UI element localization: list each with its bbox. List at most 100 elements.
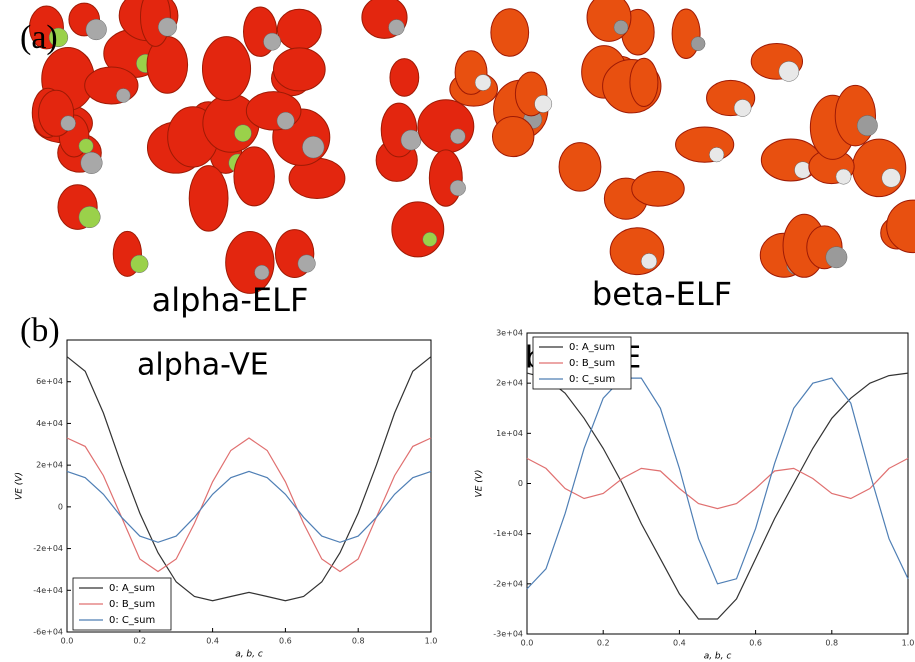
legend-label: 0: A_sum (569, 342, 615, 353)
elf-lobe (587, 0, 631, 41)
y-tick-label: 6e+04 (36, 377, 63, 386)
elf-lobe (85, 67, 138, 104)
atom (734, 99, 751, 116)
atom (475, 75, 491, 91)
atom (691, 37, 705, 51)
y-tick-label: -4e+04 (33, 586, 63, 595)
atom (779, 61, 799, 81)
atom (61, 116, 76, 131)
atom (116, 88, 130, 102)
atom (857, 115, 877, 135)
x-tick-label: 0.8 (352, 637, 365, 646)
atom (158, 18, 176, 36)
x-tick-label: 0.8 (825, 639, 838, 648)
elf-lobe (390, 59, 419, 97)
atom (263, 33, 280, 50)
y-axis-label: VE (V) (15, 472, 25, 500)
x-tick-label: 1.0 (425, 637, 438, 646)
chart-title: alpha-VE (137, 348, 269, 383)
series-line (67, 357, 431, 601)
y-tick-label: -1e+04 (493, 529, 523, 538)
x-tick-label: 0.4 (206, 637, 219, 646)
image-caption: alpha-ELF (152, 281, 309, 319)
panel-label: (b) (20, 312, 60, 349)
elf-images (29, 0, 915, 293)
legend-label: 0: C_sum (569, 374, 615, 385)
atom (277, 112, 294, 129)
y-tick-label: 2e+04 (36, 461, 63, 470)
y-tick-label: -6e+04 (33, 628, 63, 637)
y-tick-label: 0 (518, 479, 523, 488)
elf-lobe (273, 48, 325, 91)
atom (401, 130, 421, 150)
elf-lobe (234, 147, 275, 206)
y-axis-label: VE (V) (475, 470, 485, 498)
atom (826, 247, 847, 268)
figure: (a) (b) alpha-ELF beta-ELF -6e+04 -4e+04 -… (0, 0, 915, 662)
y-tick-label: 0 (58, 502, 63, 511)
panel-label: (a) (20, 19, 58, 56)
atom (235, 125, 252, 142)
y-tick-label: -3e+04 (493, 630, 523, 639)
atom (298, 255, 316, 273)
atom (450, 129, 465, 144)
elf-lobe (189, 166, 228, 231)
atom (882, 169, 901, 188)
series-line (67, 471, 431, 542)
atom (641, 253, 657, 269)
series-line (527, 458, 908, 508)
atom (535, 95, 552, 112)
atom (302, 136, 324, 158)
atom (614, 20, 628, 34)
x-tick-label: 0.2 (133, 637, 146, 646)
y-tick-label: 3e+04 (496, 329, 523, 338)
atom (86, 19, 107, 40)
x-axis-label: a, b, c (235, 650, 263, 660)
atom (450, 180, 466, 196)
atom (709, 147, 724, 162)
elf-lobe (559, 143, 601, 192)
image-caption: beta-ELF (592, 275, 732, 313)
elf-lobe (672, 9, 700, 59)
x-tick-label: 0.6 (279, 637, 292, 646)
atom (79, 139, 94, 154)
elf-lobe (492, 117, 533, 157)
x-tick-label: 0.0 (521, 639, 534, 648)
atom (79, 206, 100, 227)
series-line (67, 438, 431, 572)
atom (389, 19, 405, 35)
atom (81, 152, 103, 174)
series-line (527, 373, 908, 619)
y-tick-label: 2e+04 (496, 379, 523, 388)
y-tick-label: -2e+04 (493, 579, 523, 588)
x-tick-label: 1.0 (902, 639, 915, 648)
y-tick-label: 1e+04 (496, 429, 523, 438)
elf-lobe (491, 9, 529, 57)
x-tick-label: 0.6 (749, 639, 762, 648)
elf-lobe (852, 139, 905, 196)
x-tick-label: 0.4 (673, 639, 686, 648)
series-line (527, 378, 908, 589)
elf-lobe (429, 150, 462, 206)
legend-label: 0: C_sum (109, 615, 155, 626)
legend-label: 0: B_sum (109, 599, 155, 610)
legend-label: 0: A_sum (109, 583, 155, 594)
x-tick-label: 0.0 (61, 637, 74, 646)
legend-label: 0: B_sum (569, 358, 615, 369)
elf-lobe (418, 100, 474, 153)
atom (423, 232, 437, 246)
elf-lobe (676, 127, 734, 162)
x-axis-label: a, b, c (704, 652, 732, 662)
elf-lobe (202, 37, 250, 101)
elf-lobe (610, 228, 664, 275)
y-tick-label: 4e+04 (36, 419, 63, 428)
y-tick-label: -2e+04 (33, 544, 63, 553)
elf-lobe (392, 202, 444, 257)
elf-lobe (632, 171, 685, 206)
atom (131, 255, 149, 273)
atom (836, 169, 851, 184)
elf-lobe (630, 58, 658, 106)
atom (255, 265, 270, 280)
elf-lobe (277, 9, 321, 49)
x-tick-label: 0.2 (597, 639, 610, 648)
